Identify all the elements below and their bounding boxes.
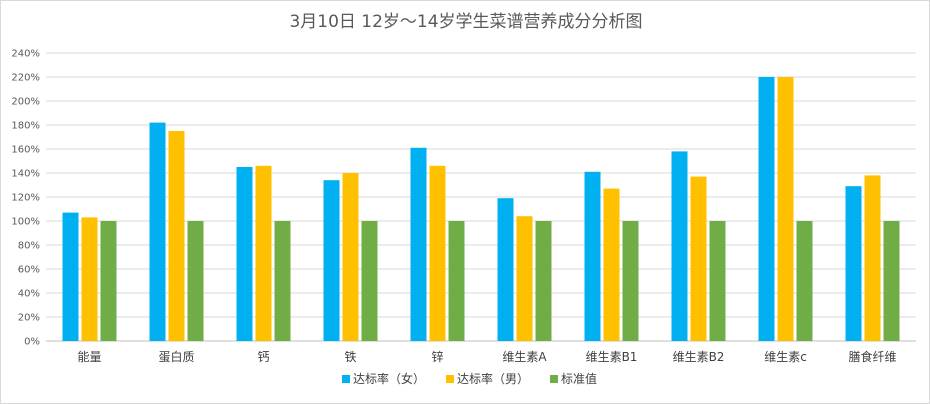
legend-swatch	[446, 375, 454, 383]
bar-3-5	[448, 221, 465, 341]
y-tick-label: 60%	[18, 265, 40, 276]
bar-2-2	[168, 131, 185, 341]
y-tick-label: 20%	[18, 313, 40, 324]
y-tick-label: 200%	[11, 97, 40, 108]
y-tick-label: 120%	[11, 193, 40, 204]
bar-2-3	[255, 165, 272, 341]
bars	[62, 77, 900, 341]
bar-3-9	[796, 221, 813, 341]
y-tick-label: 220%	[11, 73, 40, 84]
legend-swatch	[550, 375, 558, 383]
bar-1-2	[149, 122, 166, 341]
y-tick-label: 160%	[11, 145, 40, 156]
bar-1-4	[323, 180, 340, 341]
y-tick-label: 100%	[11, 217, 40, 228]
bar-2-4	[342, 173, 359, 341]
bar-2-9	[777, 77, 794, 341]
legend-swatch	[342, 375, 350, 383]
x-category-label: 蛋白质	[158, 349, 194, 364]
bar-2-1	[81, 217, 98, 341]
x-category-label: 钙	[257, 350, 269, 364]
y-tick-label: 180%	[11, 121, 40, 132]
chart-title: 3月10日 12岁～14岁学生菜谱营养成分分析图	[289, 12, 642, 32]
x-category-label: 维生素A	[502, 350, 547, 364]
x-category-label: 铁	[344, 350, 356, 364]
y-tick-label: 40%	[18, 289, 40, 300]
x-category-label: 膳食纤维	[848, 349, 896, 364]
y-tick-label: 240%	[11, 49, 40, 60]
legend-label: 标准值	[561, 371, 597, 386]
bar-1-3	[236, 167, 253, 341]
bar-3-6	[535, 221, 552, 341]
bar-1-5	[410, 147, 427, 341]
y-tick-label: 140%	[11, 169, 40, 180]
bar-3-3	[274, 221, 291, 341]
bar-1-9	[758, 77, 775, 341]
y-axis-ticks: 0% 20% 40% 60% 80% 100% 120% 140% 160% 180% 200% 22…	[11, 49, 40, 348]
bar-3-4	[361, 221, 378, 341]
bar-3-1	[100, 221, 117, 341]
x-axis-categories: 能量 蛋白质 钙 铁 锌 维生素A 维生素B1 维生素B2 维生素c 膳食纤维	[77, 349, 896, 364]
y-tick-label: 80%	[18, 241, 40, 252]
legend-label: 达标率（女）	[353, 371, 425, 386]
bar-1-8	[671, 151, 688, 341]
bar-2-7	[603, 188, 620, 341]
bar-1-7	[584, 171, 601, 341]
x-category-label: 维生素c	[764, 350, 807, 364]
legend-label: 达标率（男）	[457, 371, 529, 386]
bar-2-10	[864, 175, 881, 341]
bar-2-8	[690, 176, 707, 341]
bar-3-8	[709, 221, 726, 341]
bar-3-7	[622, 221, 639, 341]
legend: 达标率（女） 达标率（男） 标准值	[342, 371, 597, 386]
x-category-label: 能量	[77, 350, 101, 364]
bar-1-1	[62, 212, 79, 341]
x-category-label: 维生素B2	[673, 350, 725, 364]
bar-1-6	[497, 198, 514, 341]
x-category-label: 维生素B1	[586, 350, 638, 364]
x-category-label: 锌	[431, 350, 443, 364]
bar-2-6	[516, 216, 533, 341]
bar-3-2	[187, 221, 204, 341]
y-tick-label: 0%	[24, 337, 40, 348]
bar-1-10	[845, 186, 862, 341]
bar-2-5	[429, 165, 446, 341]
bar-3-10	[883, 221, 900, 341]
